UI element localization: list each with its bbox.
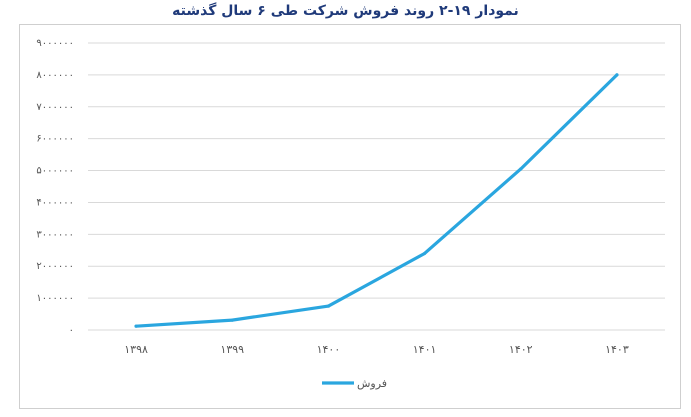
data-point (615, 73, 619, 77)
data-point (134, 324, 138, 328)
x-tick-label: ۱۳۹۸ (124, 343, 148, 356)
x-tick-label: ۱۴۰۲ (509, 343, 533, 356)
y-tick-label: ۵۰۰۰۰۰۰ (36, 166, 74, 177)
y-tick-label: ۹۰۰۰۰۰۰ (36, 38, 74, 49)
chart-title: نمودار ۱۹-۲ روند فروش شرکت طی ۶ سال گذشت… (172, 3, 519, 19)
y-tick-label: ۳۰۰۰۰۰۰ (36, 229, 74, 240)
legend-label: فروش (357, 377, 387, 390)
x-tick-label: ۱۴۰۰ (317, 343, 341, 356)
y-tick-label: ۴۰۰۰۰۰۰ (36, 197, 74, 208)
y-tick-label: ۱۰۰۰۰۰۰ (36, 293, 74, 304)
y-tick-label: ۸۰۰۰۰۰۰ (36, 70, 74, 81)
series-line-sales (134, 73, 619, 328)
y-tick-label: ۶۰۰۰۰۰۰ (36, 134, 74, 145)
chart-frame (19, 24, 681, 409)
x-tick-label: ۱۴۰۱ (413, 343, 437, 356)
y-tick-label: ۰ (69, 325, 74, 336)
data-point (326, 304, 331, 308)
data-point (519, 167, 523, 171)
y-tick-label: ۷۰۰۰۰۰۰ (36, 102, 74, 113)
data-point (422, 251, 427, 256)
y-tick-label: ۲۰۰۰۰۰۰ (36, 261, 74, 272)
data-point (230, 318, 234, 322)
x-tick-label: ۱۴۰۳ (605, 343, 629, 356)
x-tick-label: ۱۳۹۹ (220, 343, 244, 356)
